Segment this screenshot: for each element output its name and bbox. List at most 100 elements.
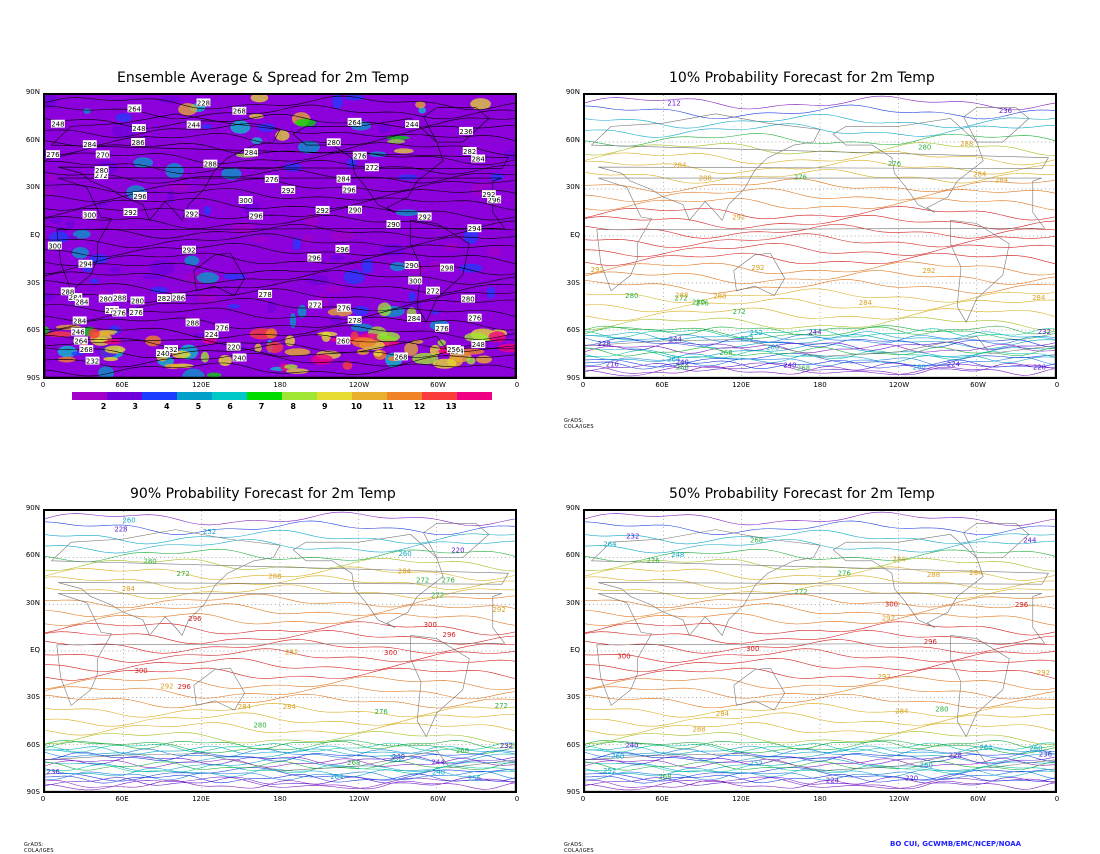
contour-label: 284 [995, 177, 1008, 185]
contour-label: 288 [113, 295, 126, 303]
contour-label-bg [157, 294, 171, 302]
contour-label: 220 [1033, 363, 1046, 371]
spread-blob [203, 205, 212, 216]
contour-label: 276 [442, 576, 455, 584]
spread-blob [490, 173, 504, 182]
contour-label-bg [133, 191, 148, 200]
contour-label: 268 [80, 346, 93, 354]
contour-line [585, 767, 1055, 778]
spread-blob [249, 113, 264, 119]
contour-line [585, 731, 1055, 745]
contour-label: 232 [164, 346, 177, 354]
coastline [410, 219, 470, 323]
spread-blob [65, 219, 75, 230]
contour-label: 228 [197, 99, 210, 107]
contour-label: 260 [1029, 745, 1042, 753]
contour-label: 292 [282, 187, 295, 195]
colorbar-label: 13 [445, 402, 457, 411]
contour-label: 292 [751, 264, 764, 272]
contour-label: 216 [606, 360, 619, 368]
contour-label: 264 [330, 773, 343, 781]
spread-blob [395, 209, 420, 216]
author-attribution: BO CUI, GCWMB/EMC/NCEP/NOAA [890, 840, 1022, 848]
lon-label: 180 [273, 381, 287, 389]
contour-label-bg [405, 120, 420, 129]
contour-label-bg [435, 323, 449, 332]
contour-label-bg [467, 224, 482, 233]
contour-label: 280 [131, 297, 144, 305]
lat-label: 30N [565, 183, 580, 192]
spread-blob [73, 229, 91, 239]
spread-blob [284, 364, 298, 370]
contour-line [45, 648, 515, 663]
contour-label: 284 [244, 149, 257, 157]
contour-label: 300 [424, 621, 437, 629]
spread-blob [352, 337, 376, 348]
contour-line [45, 566, 515, 581]
contour-line [585, 712, 1055, 727]
contour-label-bg [471, 154, 486, 163]
lat-label: 60S [566, 740, 580, 749]
lon-label: 0 [1054, 795, 1060, 803]
contour-label: 300 [83, 212, 96, 220]
contour-label-bg [471, 340, 486, 348]
contour-label: 276 [888, 160, 901, 168]
contour-label-bg [104, 306, 119, 314]
lon-label: 60E [115, 795, 129, 803]
contour-label-bg [182, 245, 196, 254]
contour-line [585, 667, 1055, 681]
contour-label: 284 [283, 703, 296, 711]
contour-label-bg [186, 120, 201, 129]
contour-label-bg [342, 185, 357, 194]
contour-label: 280 [143, 557, 156, 565]
contour-label: 260 [913, 363, 926, 371]
lat-label: EQ [30, 231, 40, 239]
contour-label: 284 [337, 176, 350, 184]
contour-label-bg [281, 185, 296, 194]
contour-line [585, 566, 1055, 581]
colorbar-swatch [177, 392, 212, 400]
spread-blob [112, 122, 135, 139]
lon-label: 60E [655, 381, 669, 389]
spread-blob [82, 267, 93, 272]
spread-blob [196, 272, 220, 284]
spread-blob [488, 331, 507, 343]
contour-label: 260 [122, 516, 135, 524]
contour-label: 224 [205, 331, 218, 339]
contour-line [45, 751, 515, 762]
contour-label: 300 [885, 600, 898, 608]
contour-line [45, 206, 515, 221]
lat-label: 30S [26, 693, 40, 702]
lon-label: 0 [580, 381, 586, 389]
contour-label: 276 [105, 307, 118, 315]
contour-label: 292 [160, 683, 173, 691]
spread-blob [150, 259, 175, 276]
lat-label: 90S [26, 374, 40, 382]
contour-label: 272 [365, 164, 378, 172]
spread-blob [432, 358, 457, 369]
colorbar-swatch [282, 392, 317, 400]
contour-label: 268 [750, 537, 763, 545]
spread-blob [266, 341, 284, 353]
contour-label: 252 [390, 755, 403, 763]
spread-blob [321, 331, 331, 342]
spread-blob [289, 312, 297, 329]
contour-line [45, 362, 515, 377]
contour-label: 284 [73, 317, 86, 325]
coastline [596, 593, 1046, 706]
spread-blob [254, 343, 262, 353]
coastline [832, 534, 984, 628]
spread-blob [343, 269, 365, 285]
contour-label: 280 [918, 144, 931, 152]
lon-label: 180 [813, 381, 827, 389]
grads-credit: GrADS: COLA/IGES [24, 842, 54, 854]
lat-label: 30S [26, 278, 40, 287]
spread-blob [57, 345, 78, 358]
contour-label-bg [50, 119, 65, 128]
colorbar-label: 8 [290, 402, 296, 411]
contour-label-bg [215, 323, 230, 332]
colorbar-label: 12 [414, 402, 426, 411]
contour-label: 288 [713, 292, 726, 300]
contour-label-bg [196, 98, 211, 107]
contour-label: 290 [405, 262, 418, 270]
